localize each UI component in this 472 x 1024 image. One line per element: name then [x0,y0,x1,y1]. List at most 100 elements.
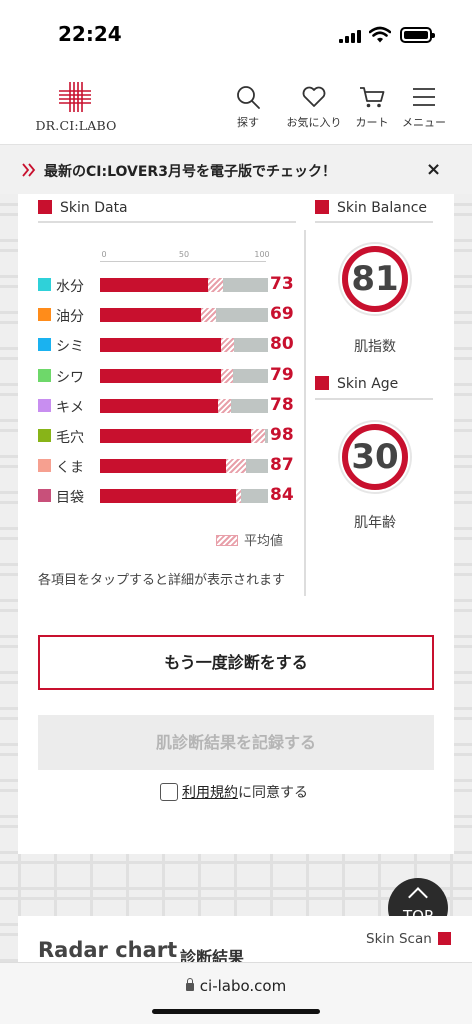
skin-data-title: Skin Data [38,200,128,216]
nav-menu-label: メニュー [402,116,446,129]
section-underline [315,221,433,223]
score-value: 79 [270,364,294,385]
status-bar: 22:24 [0,0,472,70]
nav-cart-label: カート [355,116,389,129]
category-label: 毛穴 [56,430,84,446]
average-marker [251,429,265,443]
skin-age-badge: 30 [342,424,408,490]
score-bar [100,398,218,413]
chevron-up-icon [408,887,428,907]
record-result-button[interactable]: 肌診断結果を記録する [38,715,434,770]
score-value: 78 [270,394,294,415]
logo-text: DR.CI:LABO [35,118,117,133]
category-swatch [38,489,51,503]
nav-cart-button[interactable]: カート [350,84,394,130]
menu-icon [413,88,435,106]
score-bar [100,338,221,353]
lock-icon [185,978,194,991]
score-track [100,459,268,474]
skin-data-row[interactable]: 目袋 84 [38,485,298,507]
scale-label-0: 0 [101,250,107,259]
skin-data-row[interactable]: シミ 80 [38,334,298,356]
score-track [100,429,268,443]
diagnosis-card: Skin Data Skin Balance 0 50 100 水分 73 油分 69… [18,194,454,854]
skin-balance-value: 81 [351,259,399,299]
heart-icon [302,86,326,107]
skin-data-row[interactable]: 水分 73 [38,274,298,295]
terms-agree-text: に同意する [238,785,308,801]
score-bar [100,459,226,474]
skin-data-row[interactable]: キメ 78 [38,394,298,416]
category-label: 目袋 [56,490,84,507]
section-marker-icon [437,932,451,945]
terms-link[interactable]: 利用規約 [182,785,238,801]
skin-balance-caption: 肌指数 [354,339,396,355]
nav-favorites-button[interactable]: お気に入り [282,84,346,130]
skin-balance-badge: 81 [342,246,408,312]
category-label: キメ [56,399,84,416]
section-marker-icon [38,200,52,214]
skin-data-row[interactable]: 毛穴 98 [38,425,298,446]
score-bar [100,429,252,443]
section-marker-icon [315,200,329,214]
scale-label-50: 50 [178,250,190,259]
radar-title: Radar chart [38,938,178,962]
category-label: シワ [56,369,84,386]
score-value: 84 [270,485,294,506]
category-label: 油分 [56,309,84,326]
skin-data-row[interactable]: くま 87 [38,455,298,477]
category-swatch [38,429,51,442]
score-value: 80 [270,334,294,355]
average-marker [200,308,216,323]
score-value: 69 [270,304,294,325]
average-marker [226,459,247,474]
score-track [100,308,268,323]
skin-scan-label: Skin Scan [366,931,451,947]
category-label: 水分 [56,279,84,295]
section-underline [315,398,433,400]
url-display[interactable]: ci-labo.com [0,977,472,995]
section-underline [38,221,296,223]
score-scale: 0 50 100 [100,250,270,264]
nav-favorites-label: お気に入り [286,116,342,129]
score-bar [100,368,221,383]
score-value: 87 [270,455,294,476]
brand-logo[interactable]: DR.CI:LABO [35,82,117,138]
home-indicator[interactable] [152,1009,320,1014]
score-track [100,278,268,292]
average-marker [236,489,242,504]
score-bar [100,308,201,323]
score-track [100,398,268,413]
promo-banner-text: 最新のCI:LOVER3月号を電子版でチェック！ [44,164,336,180]
score-value: 73 [270,274,294,294]
battery-icon [400,27,435,43]
status-time: 22:24 [58,22,122,46]
skin-age-value: 30 [351,437,399,477]
average-marker [217,398,232,413]
average-marker [220,338,235,353]
skin-data-row[interactable]: シワ 79 [38,364,298,386]
nav-menu-button[interactable]: メニュー [398,84,450,130]
close-icon[interactable]: × [426,159,442,180]
terms-checkbox[interactable] [160,783,178,801]
search-icon [237,86,260,109]
skin-age-caption: 肌年齢 [354,515,396,531]
score-track [100,489,268,504]
cart-icon [360,87,385,108]
scale-label-100: 100 [254,250,270,259]
retry-diagnosis-button[interactable]: もう一度診断をする [38,635,434,690]
terms-agreement: 利用規約に同意する [160,782,308,802]
wifi-icon [369,26,391,43]
skin-age-title: Skin Age [315,376,398,392]
browser-url-bar[interactable]: ci-labo.com [0,962,472,1024]
average-marker [220,368,233,383]
category-label: くま [56,460,84,477]
category-swatch [38,278,51,291]
skin-data-row[interactable]: 油分 69 [38,304,298,326]
score-value: 98 [270,425,294,445]
category-swatch [38,338,51,352]
average-hatch-swatch [216,535,238,546]
nav-search-button[interactable]: 探す [228,84,268,130]
category-label: シミ [56,339,84,356]
promo-banner[interactable]: 最新のCI:LOVER3月号を電子版でチェック！ × [0,144,472,194]
